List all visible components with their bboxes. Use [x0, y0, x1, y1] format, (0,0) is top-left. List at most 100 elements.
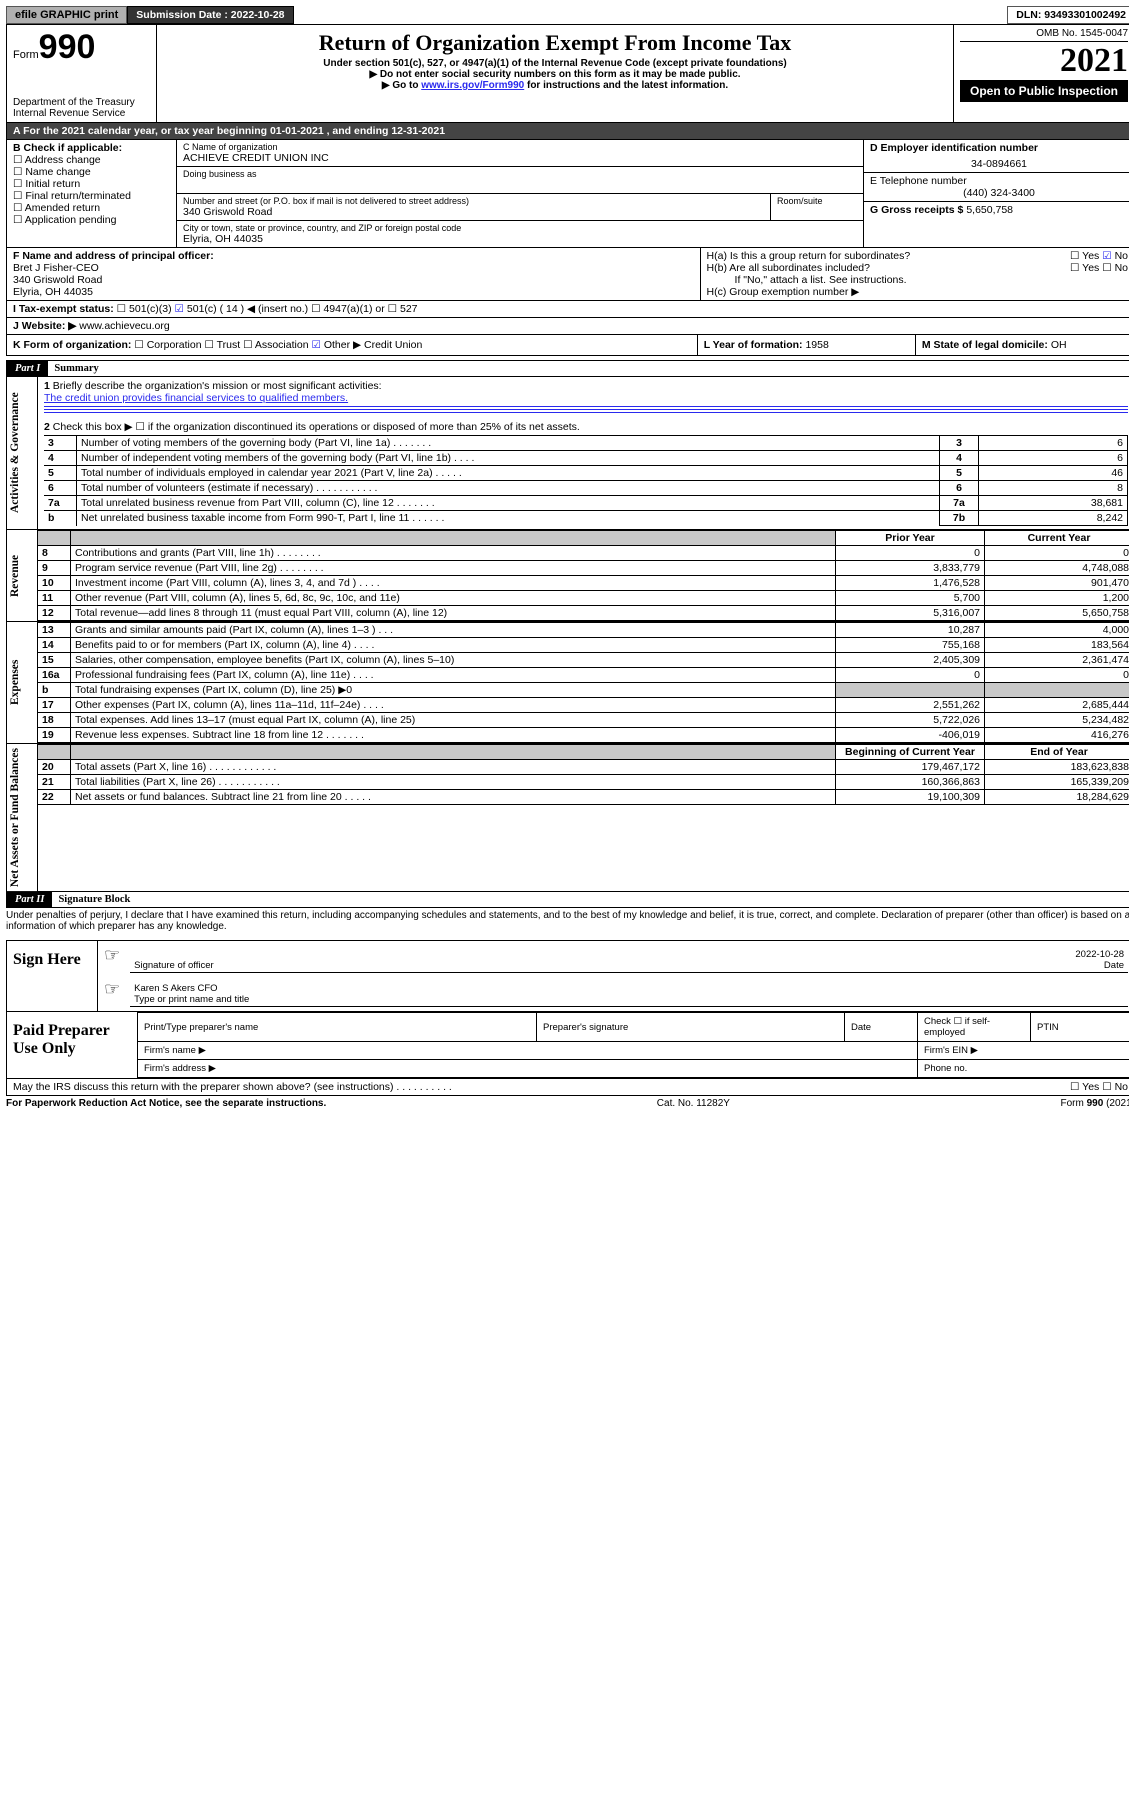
website: www.achievecu.org [79, 320, 169, 332]
check-application-pending[interactable]: Application pending [13, 214, 170, 226]
hb-yes[interactable]: Yes [1070, 262, 1099, 274]
org-name-label: C Name of organization [183, 142, 857, 152]
room-label: Room/suite [777, 196, 857, 206]
tax-status-row: I Tax-exempt status: 501(c)(3) 501(c) ( … [6, 301, 1129, 318]
subtitle-1: Under section 501(c), 527, or 4947(a)(1)… [163, 58, 947, 69]
instructions-link[interactable]: www.irs.gov/Form990 [421, 80, 524, 91]
ptin-label: PTIN [1031, 1013, 1129, 1042]
efile-button[interactable]: efile GRAPHIC print [6, 6, 127, 24]
firm-phone-label: Phone no. [918, 1060, 1129, 1078]
sign-date: 2022-10-28 [134, 949, 1124, 960]
prep-sig-label: Preparer's signature [537, 1013, 845, 1042]
org-other[interactable]: Other ▶ [311, 339, 361, 351]
date-label: Date [1104, 960, 1124, 971]
perjury-text: Under penalties of perjury, I declare th… [6, 908, 1129, 934]
summary-revenue: Revenue Prior Year Current Year8 Contrib… [6, 529, 1129, 621]
ein-label: D Employer identification number [870, 142, 1128, 154]
tax-year: 2021 [960, 42, 1128, 80]
org-other-value: Credit Union [364, 339, 422, 351]
dln: DLN: 93493301002492 [1007, 6, 1129, 24]
tab-revenue: Revenue [7, 530, 37, 621]
open-to-public: Open to Public Inspection [960, 80, 1128, 102]
prep-name-label: Print/Type preparer's name [138, 1013, 537, 1042]
part-1-header: Part I Summary [6, 360, 1129, 377]
footer: For Paperwork Reduction Act Notice, see … [6, 1098, 1129, 1109]
city-label: City or town, state or province, country… [183, 223, 857, 233]
discuss-row: May the IRS discuss this return with the… [6, 1079, 1129, 1096]
year-formation: 1958 [805, 339, 828, 351]
hb-note: If "No," attach a list. See instructions… [707, 274, 1128, 286]
status-501c3[interactable]: 501(c)(3) [117, 303, 172, 315]
status-4947[interactable]: 4947(a)(1) or [311, 303, 385, 315]
firm-name-label: Firm's name ▶ [138, 1042, 918, 1060]
summary-governance: Activities & Governance 1 Briefly descri… [6, 377, 1129, 529]
top-bar: efile GRAPHIC print Submission Date : 20… [6, 6, 1129, 24]
tab-governance: Activities & Governance [7, 377, 37, 529]
tab-expenses: Expenses [7, 622, 37, 743]
dba-label: Doing business as [183, 169, 857, 179]
org-name: ACHIEVE CREDIT UNION INC [183, 152, 857, 164]
state-domicile: OH [1051, 339, 1067, 351]
irs: Internal Revenue Service [13, 108, 150, 119]
omb-number: OMB No. 1545-0047 [960, 28, 1128, 42]
summary-expenses: Expenses 13 Grants and similar amounts p… [6, 621, 1129, 743]
check-initial-return[interactable]: Initial return [13, 178, 170, 190]
paperwork-notice: For Paperwork Reduction Act Notice, see … [6, 1098, 326, 1109]
org-trust[interactable]: Trust [204, 339, 240, 351]
form-header: Form990 Department of the Treasury Inter… [6, 24, 1129, 123]
form-footer: Form 990 (2021) [1061, 1098, 1129, 1109]
officer-group-block: F Name and address of principal officer:… [6, 248, 1129, 301]
box-h: H(a) Is this a group return for subordin… [701, 248, 1129, 300]
box-b: B Check if applicable: Address change Na… [7, 140, 177, 247]
hb-no[interactable]: No [1102, 262, 1128, 274]
form-title: Return of Organization Exempt From Incom… [163, 30, 947, 56]
org-corp[interactable]: Corporation [134, 339, 201, 351]
submission-date: Submission Date : 2022-10-28 [127, 6, 293, 24]
ha-yes[interactable]: Yes [1070, 250, 1099, 262]
prep-date-label: Date [845, 1013, 918, 1042]
check-address-change[interactable]: Address change [13, 154, 170, 166]
addr-label: Number and street (or P.O. box if mail i… [183, 196, 764, 206]
subtitle-2: ▶ Do not enter social security numbers o… [163, 69, 947, 80]
ein: 34-0894661 [870, 158, 1128, 170]
officer-name: Bret J Fisher-CEO [13, 262, 99, 274]
klm-row: K Form of organization: Corporation Trus… [6, 335, 1129, 356]
check-amended-return[interactable]: Amended return [13, 202, 170, 214]
city-state-zip: Elyria, OH 44035 [183, 233, 857, 245]
signature-label: Signature of officer [134, 960, 214, 971]
mission: The credit union provides financial serv… [44, 392, 348, 404]
firm-ein-label: Firm's EIN ▶ [918, 1042, 1129, 1060]
officer-city: Elyria, OH 44035 [13, 286, 93, 298]
phone: (440) 324-3400 [870, 187, 1128, 199]
cat-no: Cat. No. 11282Y [657, 1098, 730, 1109]
website-row: J Website: ▶ www.achievecu.org [6, 318, 1129, 335]
phone-label: E Telephone number [870, 175, 1128, 187]
officer-signed-name: Karen S Akers CFO [134, 983, 1124, 994]
tax-period: A For the 2021 calendar year, or tax yea… [6, 123, 1129, 140]
hc: H(c) Group exemption number ▶ [707, 286, 1128, 298]
check-final-return[interactable]: Final return/terminated [13, 190, 170, 202]
status-501c[interactable]: 501(c) ( 14 ) ◀ (insert no.) [175, 303, 309, 315]
name-title-label: Type or print name and title [134, 994, 1124, 1005]
status-527[interactable]: 527 [388, 303, 418, 315]
check-name-change[interactable]: Name change [13, 166, 170, 178]
part-2-header: Part II Signature Block [6, 892, 1129, 908]
paid-preparer: Paid Preparer Use Only Print/Type prepar… [6, 1012, 1129, 1079]
officer-addr: 340 Griswold Road [13, 274, 102, 286]
box-f: F Name and address of principal officer:… [7, 248, 701, 300]
tab-net: Net Assets or Fund Balances [7, 744, 37, 891]
org-assoc[interactable]: Association [243, 339, 308, 351]
ha-no[interactable]: No [1102, 250, 1128, 262]
summary-net: Net Assets or Fund Balances Beginning of… [6, 743, 1129, 892]
firm-addr-label: Firm's address ▶ [138, 1060, 918, 1078]
discuss-no[interactable]: No [1102, 1081, 1128, 1093]
gross-receipts-label: G Gross receipts $ [870, 204, 963, 216]
subtitle-3: ▶ Go to www.irs.gov/Form990 for instruct… [163, 80, 947, 91]
gross-receipts: 5,650,758 [966, 204, 1013, 216]
self-employed-check[interactable]: Check ☐ if self-employed [918, 1013, 1031, 1042]
discuss-yes[interactable]: Yes [1070, 1081, 1099, 1093]
sign-here: Sign Here ☞ 2022-10-28 Signature of offi… [6, 940, 1129, 1012]
form-number: Form990 [13, 28, 150, 67]
entity-block: B Check if applicable: Address change Na… [6, 140, 1129, 248]
dept-treasury: Department of the Treasury [13, 97, 150, 108]
